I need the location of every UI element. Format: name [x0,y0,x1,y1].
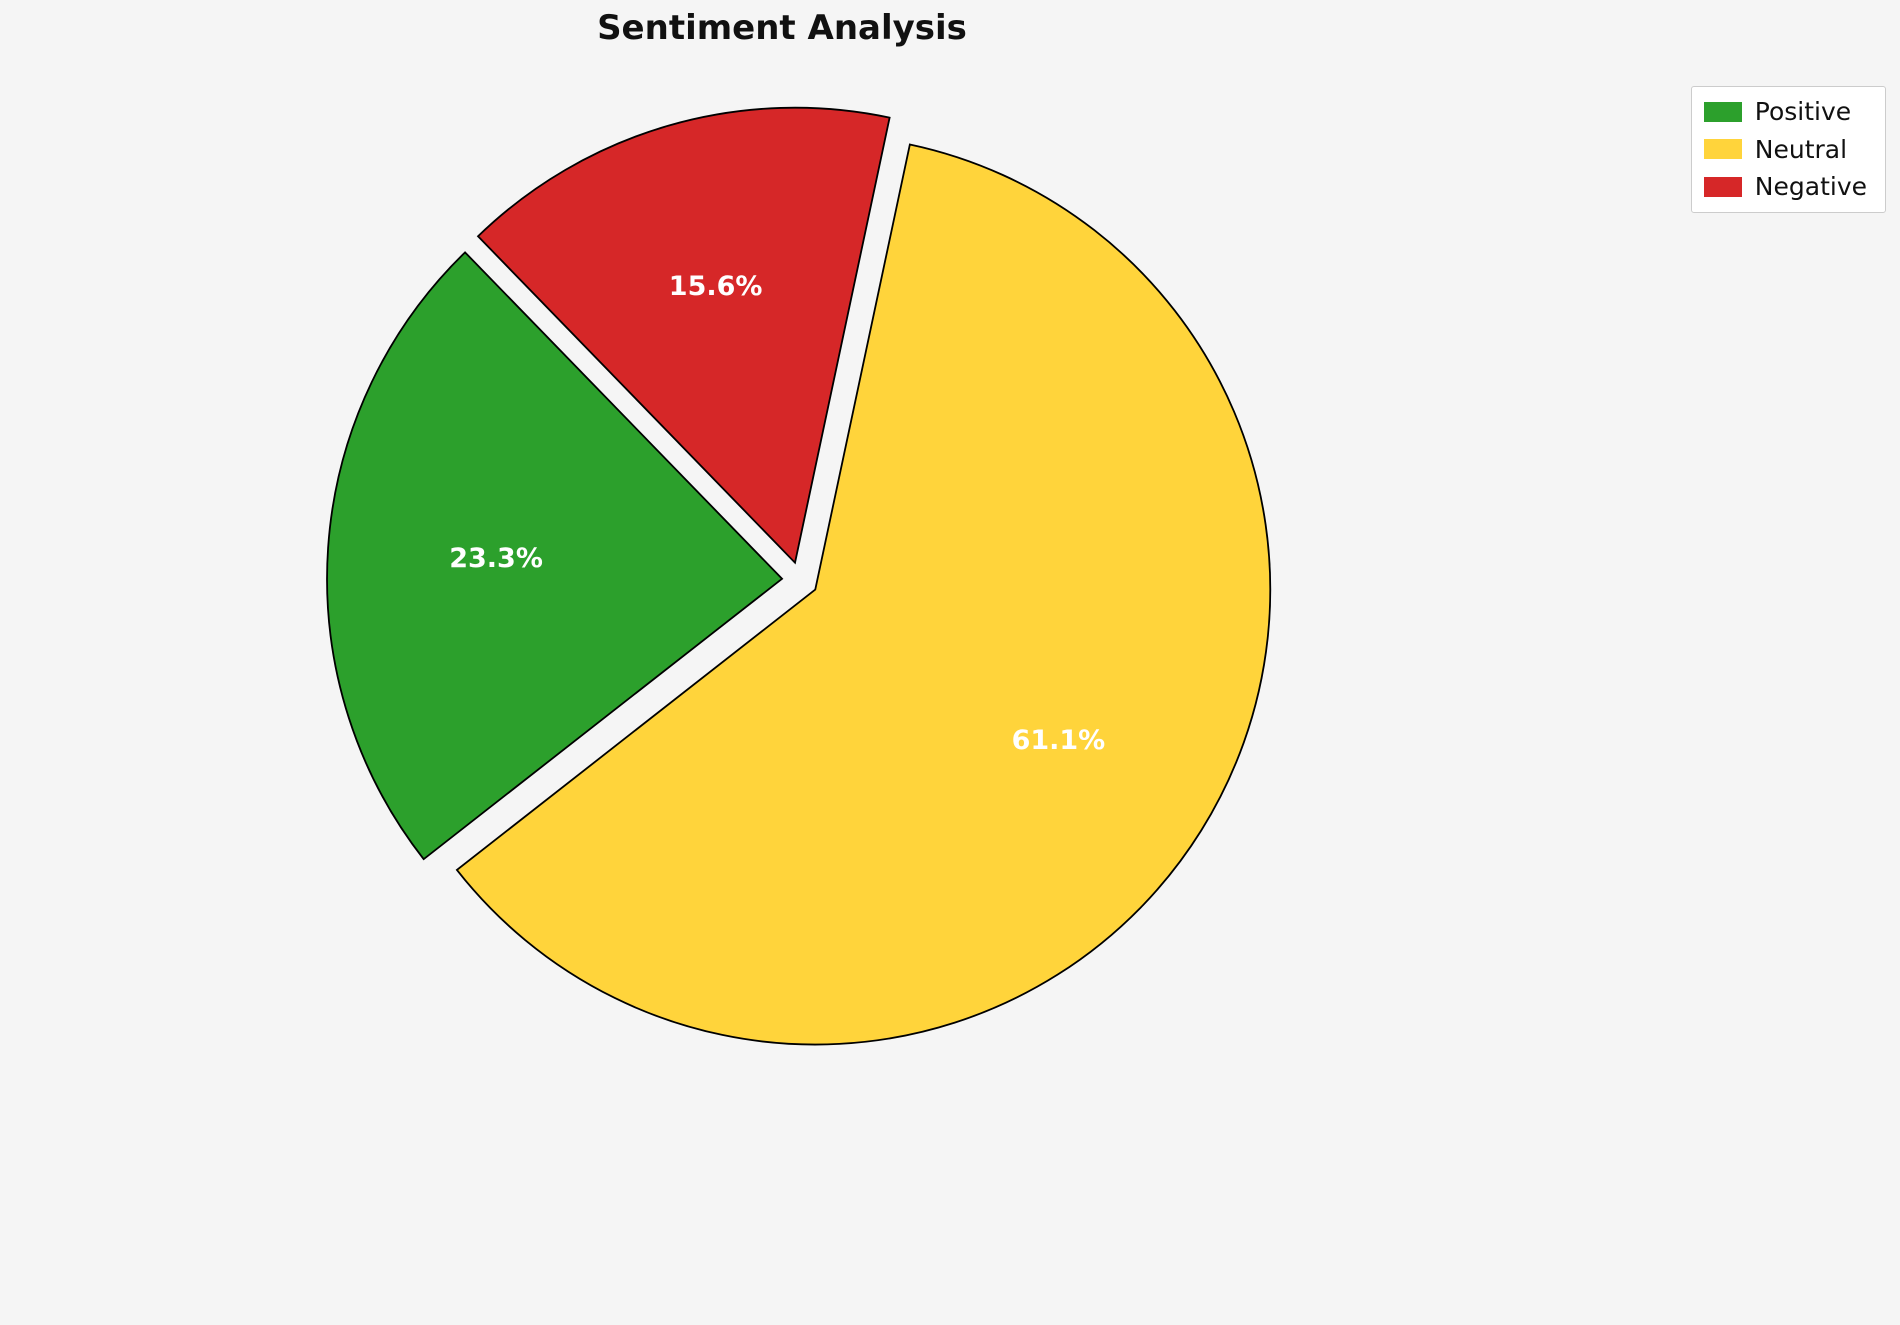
legend-label: Negative [1754,172,1867,201]
legend-swatch-negative [1703,176,1742,197]
legend-item-positive: Positive [1703,97,1867,126]
pie-slice-neutral [455,143,1272,1046]
slice-percentage-label-neutral: 61.1% [1012,725,1106,756]
legend: Positive Neutral Negative [1690,86,1886,213]
slice-percentage-label-negative: 15.6% [669,271,763,302]
chart-title: Sentiment Analysis [597,8,967,48]
pie-slice-negative [476,106,891,565]
legend-item-negative: Negative [1703,172,1867,201]
legend-label: Neutral [1754,134,1848,164]
pie-slice-positive [326,251,784,861]
legend-swatch-positive [1703,101,1742,122]
slice-percentage-label-positive: 23.3% [449,543,543,574]
legend-item-neutral: Neutral [1703,134,1867,164]
legend-swatch-neutral [1703,139,1742,160]
legend-label: Positive [1754,97,1852,126]
